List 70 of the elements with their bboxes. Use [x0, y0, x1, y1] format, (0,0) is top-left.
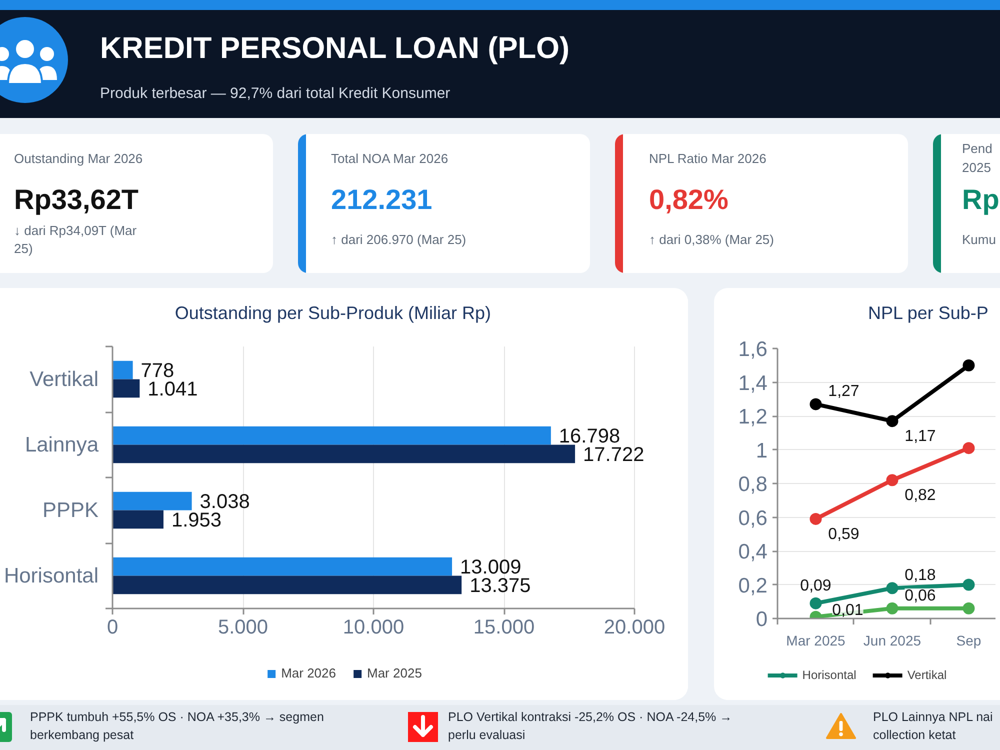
data-label: 0,59 [828, 526, 860, 543]
bar [112, 510, 164, 529]
x-tick-label: 5.000 [218, 616, 268, 638]
x-tick-label: Mar 2025 [786, 632, 846, 648]
point [810, 512, 822, 525]
text: 0,82% [649, 184, 728, 216]
y-tick-label: 1,2 [738, 406, 768, 428]
point [886, 602, 898, 614]
text: 212.231 [331, 184, 432, 216]
x-tick-label: 0 [106, 616, 118, 638]
y-tick-label: 1,6 [738, 338, 768, 361]
data-label: 0,09 [800, 577, 832, 594]
bar [112, 576, 462, 594]
y-tick-label: 0,8 [738, 473, 768, 496]
point [962, 359, 975, 372]
text: Produk terbesar — 92,7% dari total Kredit Konsumer [100, 85, 450, 103]
chart-title: Outstanding per Sub-Produk (Miliar Rp) [174, 302, 492, 324]
chart-title: NPL per Sub-P [868, 302, 988, 324]
y-tick-label: Lainnya [24, 433, 99, 456]
data-label: 0,01 [832, 602, 864, 619]
data-label: 0,06 [904, 587, 936, 604]
y-tick-label: Vertikal [30, 368, 99, 391]
text: Pend 2025 [962, 140, 992, 177]
text: ↑ dari 0,38% (Mar 25) [649, 231, 774, 249]
text: ↑ dari 206.970 (Mar 25) [331, 231, 466, 249]
text: ↓ dari Rp34,09T (Mar 25) [14, 222, 138, 258]
bar [112, 492, 192, 510]
y-tick-label: 1,4 [738, 372, 768, 395]
bar [112, 444, 576, 464]
bar [112, 379, 140, 398]
bar [112, 426, 551, 445]
x-tick-label: 15.000 [473, 616, 535, 638]
point [810, 597, 822, 610]
legend-label: Mar 2026 [281, 666, 336, 680]
point [886, 582, 898, 594]
legend-label: Horisontal [802, 668, 856, 682]
point [962, 578, 975, 591]
text: Rp [962, 184, 1000, 216]
x-tick-label: 20.000 [604, 616, 666, 638]
text: KREDIT PERSONAL LOAN (PLO) [100, 32, 570, 65]
point [886, 474, 898, 486]
text: Outstanding Mar 2026 [14, 150, 143, 168]
y-tick-label: 0,4 [738, 540, 768, 564]
text: Kumu [962, 231, 996, 249]
data-label: 1,17 [904, 428, 936, 446]
point [962, 602, 975, 614]
y-tick-label: PPPK [42, 498, 99, 522]
y-tick-label: Horisontal [4, 564, 99, 588]
y-tick-label: 0,6 [738, 506, 768, 530]
x-tick-label: 10.000 [342, 616, 404, 638]
bar [112, 360, 133, 380]
text: Rp33,62T [14, 184, 138, 216]
point [810, 398, 822, 410]
y-tick-label: 1 [756, 439, 768, 462]
data-label: 0,82 [904, 487, 936, 504]
text: Total NOA Mar 2026 [331, 150, 448, 168]
text: PLO Lainnya NPL nai collection ketat [873, 709, 993, 744]
data-label: 0,18 [904, 567, 936, 584]
x-tick-label: Sep [956, 632, 982, 648]
text: PPPK tumbuh +55,5% OS · NOA +35,3% → segmen berkembang pesat [30, 709, 325, 744]
bar [112, 557, 452, 576]
point [886, 415, 898, 428]
x-tick-label: Jun 2025 [863, 632, 922, 648]
legend-label: Mar 2025 [367, 666, 422, 680]
text: NPL Ratio Mar 2026 [649, 150, 766, 168]
y-tick-label: 0,2 [738, 574, 768, 598]
text: PLO Vertikal kontraksi -25,2% OS · NOA -24,5% → perlu evaluasi [448, 709, 734, 744]
legend-label: Vertikal [907, 668, 947, 682]
data-label: 1,27 [828, 383, 860, 400]
point [962, 442, 975, 454]
